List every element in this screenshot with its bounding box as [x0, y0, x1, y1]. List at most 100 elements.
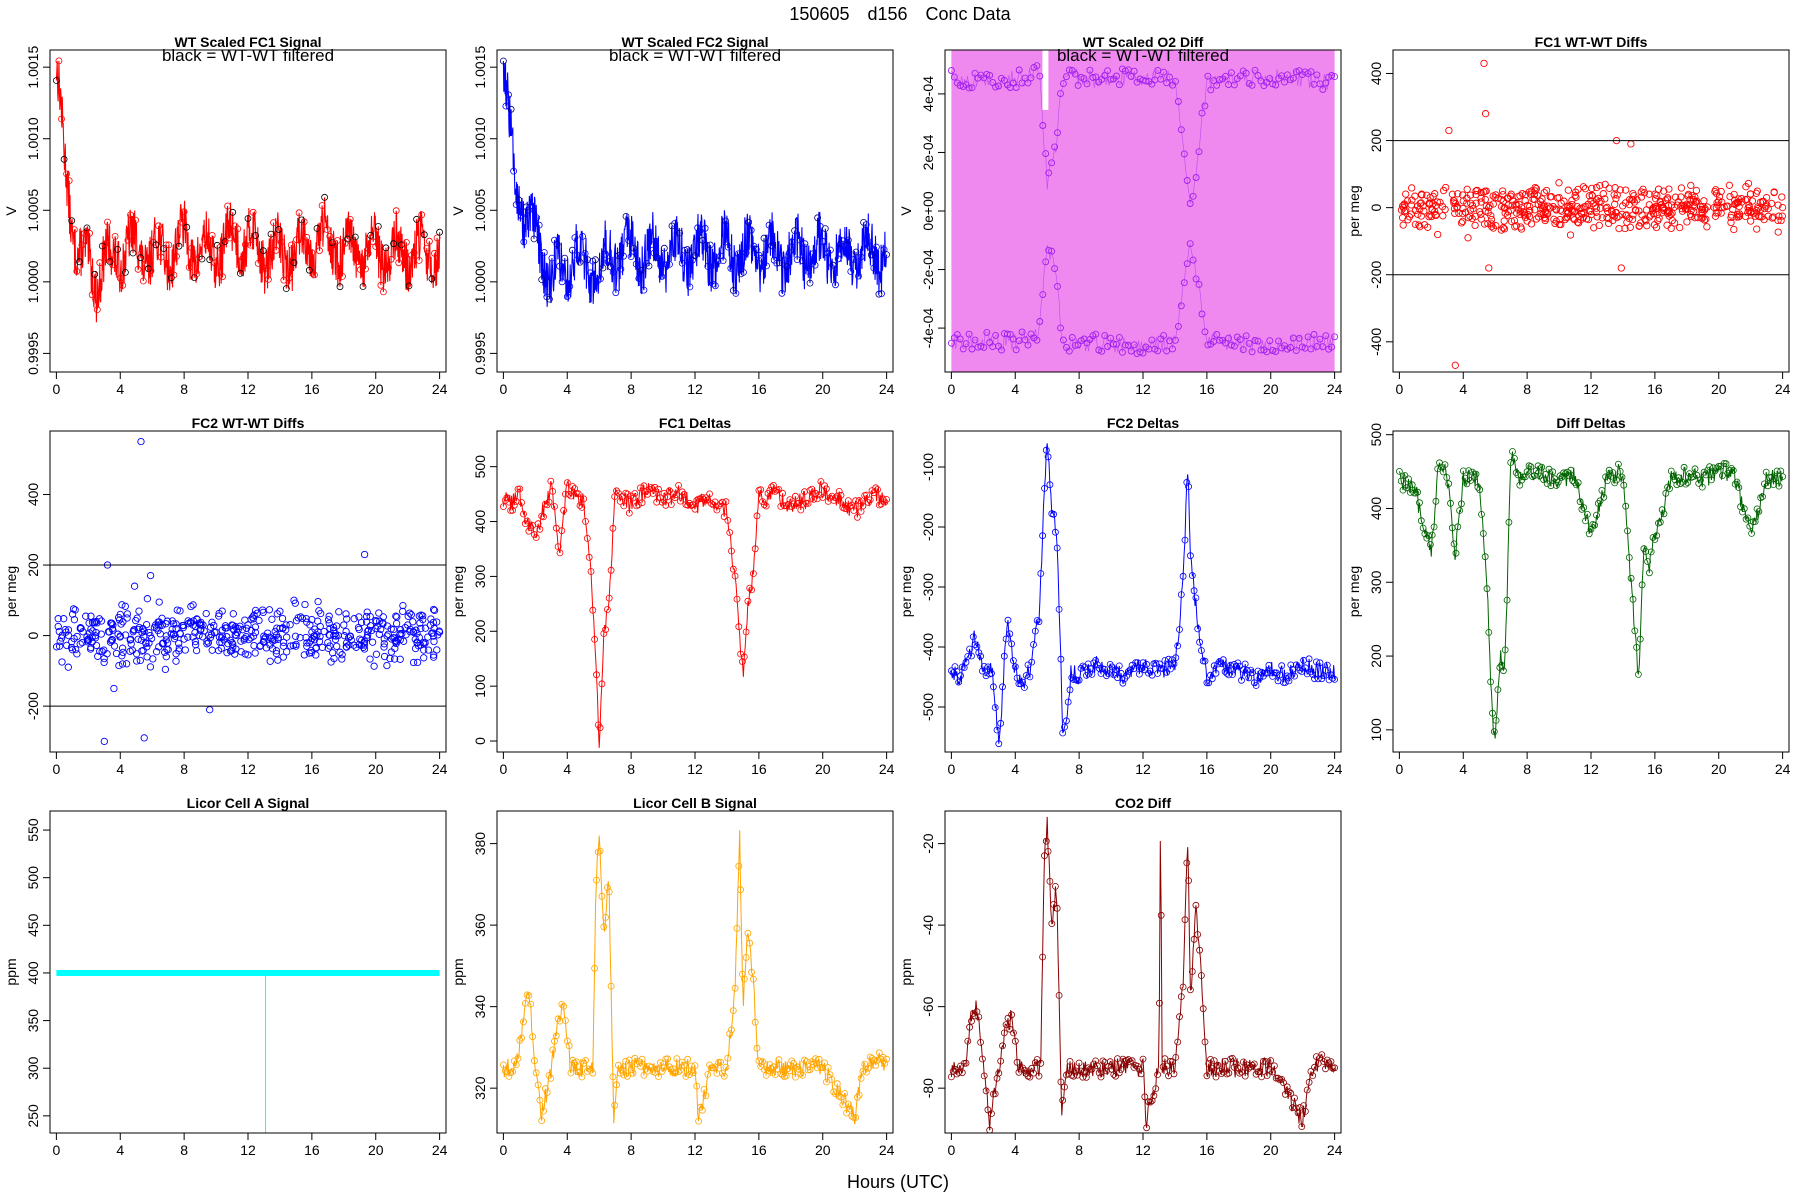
filtered-point — [1230, 81, 1238, 89]
filtered-point — [1227, 69, 1235, 77]
data-point — [576, 258, 584, 266]
scatter-point — [208, 618, 216, 626]
data-point — [804, 267, 811, 275]
data-point — [507, 1069, 515, 1076]
scatter-point — [1477, 188, 1485, 197]
data-point — [636, 484, 644, 492]
data-point — [1739, 508, 1746, 516]
data-point — [1410, 489, 1418, 497]
x-tick-label: 4 — [1011, 381, 1019, 397]
data-point — [658, 1067, 666, 1075]
x-tick-label: 8 — [1523, 761, 1531, 777]
data-point — [602, 914, 609, 921]
data-point — [367, 231, 375, 239]
scatter-point — [1700, 216, 1709, 224]
scatter-point — [1561, 215, 1569, 224]
scatter-point — [97, 617, 106, 625]
data-point — [1631, 627, 1639, 635]
data-point — [578, 1073, 586, 1081]
data-point — [1052, 883, 1059, 890]
data-point — [647, 484, 655, 491]
scatter-point — [1663, 221, 1671, 229]
data-point — [731, 572, 739, 580]
data-point — [859, 502, 867, 510]
scatter-point — [73, 650, 81, 658]
scatter-point — [1491, 193, 1499, 202]
data-point — [1053, 904, 1061, 912]
data-point — [620, 502, 628, 510]
data-point — [1006, 1025, 1014, 1033]
filtered-point — [1166, 73, 1173, 81]
scatter-point — [259, 638, 268, 646]
data-point — [1132, 659, 1140, 666]
data-point — [1307, 1068, 1315, 1075]
data-point — [683, 246, 691, 253]
data-point — [699, 236, 707, 244]
data-point — [415, 256, 423, 264]
data-point — [1042, 837, 1050, 845]
data-point — [1114, 1055, 1121, 1062]
data-point — [1598, 486, 1606, 494]
data-point — [1261, 669, 1269, 677]
data-point — [620, 252, 627, 260]
data-point — [1028, 658, 1036, 666]
scatter-point — [1731, 200, 1739, 208]
plot-area — [499, 57, 890, 307]
data-point — [1000, 1029, 1008, 1037]
data-point — [1229, 671, 1236, 678]
scatter-point — [68, 646, 77, 654]
scatter-point — [1611, 184, 1619, 192]
x-tick-label: 0 — [499, 761, 507, 777]
scatter-point — [1731, 196, 1739, 204]
data-point — [739, 970, 746, 978]
scatter-point — [1754, 204, 1762, 213]
filtered-point — [1169, 345, 1176, 353]
data-point — [739, 658, 746, 665]
data-point — [1542, 471, 1549, 478]
data-point — [208, 231, 216, 239]
data-point — [1751, 518, 1759, 525]
data-point — [359, 283, 367, 290]
data-point — [675, 1068, 682, 1075]
scatter-point — [1411, 220, 1420, 229]
data-point — [377, 281, 385, 289]
data-point — [863, 1068, 870, 1076]
data-point — [147, 267, 155, 275]
scatter-point — [1402, 190, 1410, 198]
y-tick-label: 400 — [25, 483, 41, 507]
data-point — [622, 1057, 630, 1065]
scatter-point — [54, 622, 62, 631]
data-point — [973, 643, 981, 650]
data-point — [671, 220, 678, 227]
scatter-point — [1418, 190, 1426, 198]
data-point — [1396, 467, 1403, 475]
scatter-point — [1400, 207, 1409, 215]
data-point — [155, 222, 163, 230]
scatter-point — [1652, 204, 1661, 212]
data-point — [713, 1070, 721, 1077]
scatter-point — [247, 626, 255, 635]
data-point — [262, 264, 270, 272]
data-point — [1161, 657, 1169, 664]
scatter-point — [1599, 190, 1607, 198]
data-point — [116, 274, 124, 282]
scatter-point — [1602, 204, 1610, 212]
scatter-point — [241, 650, 249, 658]
data-point — [249, 208, 257, 216]
scatter-point — [1577, 216, 1585, 224]
data-point — [729, 1007, 737, 1014]
data-point — [1134, 1062, 1141, 1070]
scatter-point — [283, 648, 291, 656]
data-point — [1447, 499, 1454, 507]
data-point — [1489, 709, 1496, 717]
data-point — [137, 254, 145, 262]
scatter-point — [118, 601, 126, 609]
data-point — [310, 271, 318, 279]
filtered-point — [1104, 343, 1112, 350]
x-tick-label: 20 — [1711, 761, 1727, 777]
scatter-point — [1500, 225, 1509, 233]
data-point — [1775, 482, 1783, 490]
data-point — [762, 1072, 770, 1079]
data-point — [782, 1072, 790, 1080]
scatter-point — [1501, 204, 1509, 212]
